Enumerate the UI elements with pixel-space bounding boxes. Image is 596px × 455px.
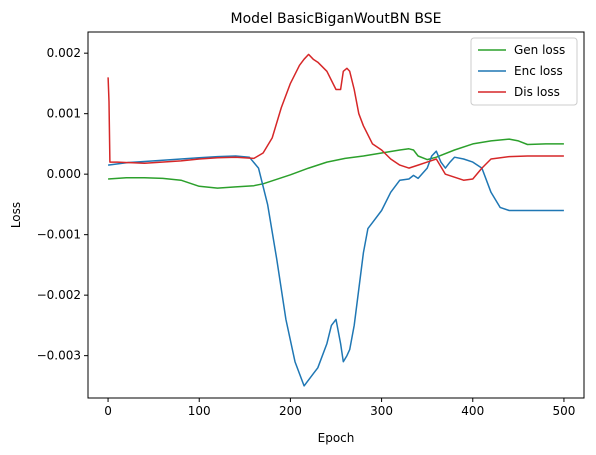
- x-tick-label: 100: [188, 404, 211, 418]
- x-axis: 0 100 200 300 400 500: [104, 398, 575, 418]
- y-tick-label: −0.001: [37, 228, 81, 242]
- plot-area: [87, 31, 585, 399]
- legend: Gen loss Enc loss Dis loss: [470, 37, 578, 106]
- legend-entry: Gen loss: [514, 43, 565, 57]
- x-tick-label: 200: [279, 404, 302, 418]
- legend-entry: Enc loss: [514, 64, 563, 78]
- series-lines: [107, 53, 564, 387]
- x-tick-label: 300: [370, 404, 393, 418]
- x-tick-label: 0: [104, 404, 112, 418]
- y-tick-label: 0.001: [47, 107, 81, 121]
- y-tick-label: 0.002: [47, 46, 81, 60]
- legend-entry: Dis loss: [514, 85, 560, 99]
- y-axis: −0.003 −0.002 −0.001 0.000 0.001 0.002: [37, 46, 88, 363]
- legend-box: [470, 37, 578, 106]
- x-tick-label: 400: [461, 404, 484, 418]
- x-axis-label: Epoch: [318, 431, 355, 445]
- series-line-gen-loss: [108, 138, 564, 189]
- chart-title: Model BasicBiganWoutBN BSE: [231, 11, 442, 27]
- y-tick-label: 0.000: [47, 167, 81, 181]
- x-tick-label: 500: [552, 404, 575, 418]
- y-axis-label: Loss: [9, 202, 23, 228]
- series-line-enc-loss: [108, 150, 564, 387]
- series-line-dis-loss: [107, 53, 564, 181]
- y-tick-label: −0.003: [37, 349, 81, 363]
- y-tick-label: −0.002: [37, 288, 81, 302]
